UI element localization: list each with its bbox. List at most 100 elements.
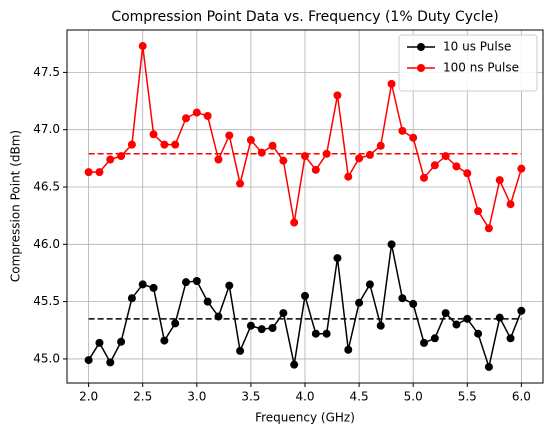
- data-point: [257, 148, 266, 157]
- x-tick-label: 2.5: [133, 390, 152, 404]
- data-point: [246, 136, 255, 145]
- legend-box: [398, 34, 538, 92]
- data-point: [149, 283, 158, 292]
- data-point: [203, 297, 212, 306]
- chart-title: Compression Point Data vs. Frequency (1%…: [111, 9, 498, 25]
- x-axis-label: Frequency (GHz): [255, 411, 355, 425]
- data-point: [387, 240, 396, 249]
- data-point: [182, 278, 190, 287]
- y-axis-label: Compression Point (dBm): [9, 130, 23, 282]
- x-tick-label: 4.0: [295, 390, 314, 404]
- data-point: [387, 79, 396, 88]
- data-point: [474, 207, 483, 216]
- data-point: [333, 91, 342, 100]
- data-point: [463, 169, 472, 178]
- data-point: [95, 338, 104, 347]
- data-point: [311, 165, 320, 174]
- data-point: [225, 131, 234, 140]
- data-point: [279, 309, 288, 318]
- data-point: [365, 280, 374, 289]
- data-point: [214, 312, 223, 321]
- data-point: [301, 152, 309, 161]
- data-point: [214, 155, 223, 164]
- data-point: [430, 161, 439, 170]
- data-point: [160, 140, 169, 149]
- data-point: [246, 321, 255, 330]
- data-point: [160, 336, 169, 345]
- data-point: [409, 133, 418, 142]
- y-tick-label: 46.5: [33, 180, 60, 194]
- data-point: [106, 155, 115, 164]
- data-point: [365, 150, 374, 159]
- data-point: [84, 168, 93, 177]
- data-point: [506, 200, 515, 209]
- data-point: [322, 149, 331, 158]
- data-point: [192, 108, 201, 117]
- data-point: [182, 114, 190, 123]
- legend-label: 10 us Pulse: [443, 40, 511, 54]
- data-point: [171, 140, 180, 149]
- data-point: [409, 299, 418, 308]
- data-point: [355, 154, 364, 163]
- y-tick-label: 45.5: [33, 294, 60, 308]
- legend-marker: [417, 43, 425, 51]
- data-point: [452, 162, 461, 171]
- data-point: [463, 314, 472, 323]
- data-point: [376, 321, 385, 330]
- data-point: [311, 329, 320, 338]
- data-point: [138, 280, 147, 289]
- data-point: [95, 168, 104, 177]
- data-point: [344, 345, 353, 354]
- data-point: [236, 179, 245, 188]
- x-tick-label: 3.5: [241, 390, 260, 404]
- x-tick-label: 2.0: [79, 390, 98, 404]
- data-point: [452, 320, 461, 329]
- data-point: [495, 176, 504, 185]
- data-point: [171, 319, 180, 328]
- x-tick-label: 5.5: [458, 390, 477, 404]
- data-point: [322, 329, 331, 338]
- data-point: [117, 152, 126, 161]
- data-point: [344, 172, 353, 181]
- data-point: [192, 276, 201, 285]
- x-tick-label: 6.0: [512, 390, 531, 404]
- data-point: [495, 313, 504, 322]
- data-point: [398, 294, 407, 303]
- data-point: [290, 360, 299, 369]
- data-point: [506, 334, 515, 343]
- data-point: [149, 130, 158, 139]
- data-point: [225, 281, 234, 290]
- data-point: [236, 346, 245, 355]
- data-point: [127, 294, 136, 303]
- legend-label: 100 ns Pulse: [443, 61, 519, 75]
- data-point: [203, 111, 212, 120]
- data-point: [84, 356, 93, 365]
- data-point: [441, 309, 450, 318]
- data-point: [398, 126, 407, 135]
- data-point: [420, 173, 428, 182]
- y-tick-label: 47.0: [33, 122, 60, 136]
- data-point: [290, 218, 299, 227]
- data-point: [268, 141, 277, 150]
- data-point: [441, 152, 450, 161]
- data-point: [333, 254, 342, 263]
- y-tick-label: 46.0: [33, 237, 60, 251]
- x-tick-label: 5.0: [404, 390, 423, 404]
- data-point: [430, 334, 439, 343]
- data-point: [138, 42, 147, 51]
- data-point: [484, 362, 493, 371]
- data-point: [127, 140, 136, 149]
- x-tick-label: 4.5: [350, 390, 369, 404]
- y-tick-label: 47.5: [33, 65, 60, 79]
- data-point: [420, 338, 428, 347]
- data-point: [257, 325, 266, 334]
- data-point: [106, 358, 115, 367]
- data-point: [474, 329, 483, 338]
- data-point: [268, 323, 277, 332]
- data-point: [517, 306, 526, 315]
- data-point: [279, 156, 288, 165]
- data-point: [517, 164, 526, 173]
- x-tick-label: 3.0: [187, 390, 206, 404]
- data-point: [355, 298, 364, 307]
